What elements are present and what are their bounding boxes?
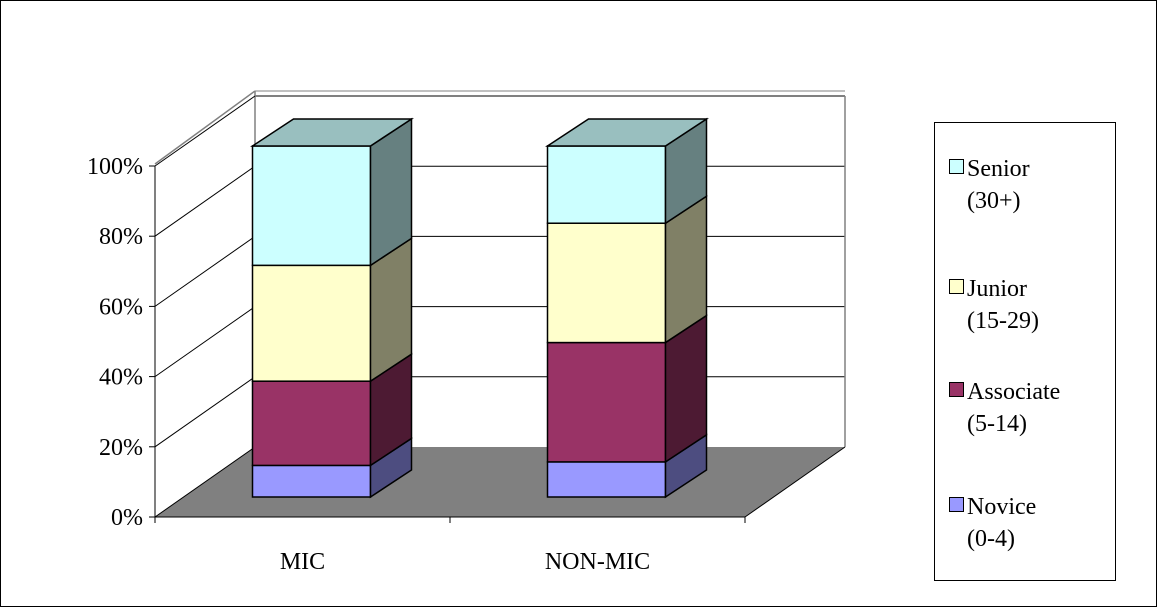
side-gridline — [154, 376, 256, 448]
bar-segment-front — [251, 464, 372, 498]
side-wall-top-edge — [154, 90, 256, 165]
y-tick-label: 80% — [99, 224, 143, 250]
y-tick-label: 100% — [87, 154, 143, 180]
legend-label-line1: Junior — [967, 276, 1027, 302]
bar-top — [249, 118, 415, 147]
floor-right-edge — [744, 446, 846, 518]
y-tick-label: 60% — [99, 294, 143, 320]
legend-label-line1: Associate — [967, 379, 1061, 405]
x-category-label: MIC — [280, 549, 325, 575]
bar-segment-front — [546, 222, 667, 344]
legend-label-senior: Senior (30+) — [967, 153, 1030, 217]
side-gridline — [154, 446, 256, 518]
legend-label-line2: (5-14) — [967, 411, 1027, 437]
side-gridline — [154, 95, 256, 167]
bar-segment-front — [546, 461, 667, 498]
bar-top — [544, 118, 710, 147]
bar-segment-front — [546, 145, 667, 224]
side-gridline — [154, 165, 256, 237]
legend-label-novice: Novice (0-4) — [967, 491, 1036, 555]
legend-label-line2: (30+) — [967, 188, 1021, 214]
bar-segment-front — [251, 380, 372, 467]
y-tick-label: 40% — [99, 365, 143, 391]
bar-segment-front — [251, 145, 372, 267]
legend-label-junior: Junior (15-29) — [967, 273, 1039, 337]
legend-label-associate: Associate (5-14) — [967, 376, 1060, 440]
bar-segment-front — [546, 341, 667, 463]
y-tick-label: 0% — [111, 505, 143, 531]
side-gridline — [154, 306, 256, 378]
bar-segment-front — [251, 264, 372, 382]
legend-label-line1: Novice — [967, 494, 1037, 520]
y-tick-label: 20% — [99, 435, 143, 461]
legend-label-line2: (15-29) — [967, 308, 1039, 334]
legend-swatch-junior — [949, 279, 964, 294]
legend-swatch-senior — [949, 159, 964, 174]
chart-legend: Senior (30+) Junior (15-29) Associate (5… — [934, 122, 1116, 581]
legend-swatch-novice — [949, 497, 964, 512]
legend-swatch-associate — [949, 382, 964, 397]
x-category-label: NON-MIC — [545, 549, 650, 575]
legend-label-line2: (0-4) — [967, 526, 1015, 552]
side-gridline — [154, 235, 256, 307]
legend-label-line1: Senior — [967, 156, 1030, 182]
